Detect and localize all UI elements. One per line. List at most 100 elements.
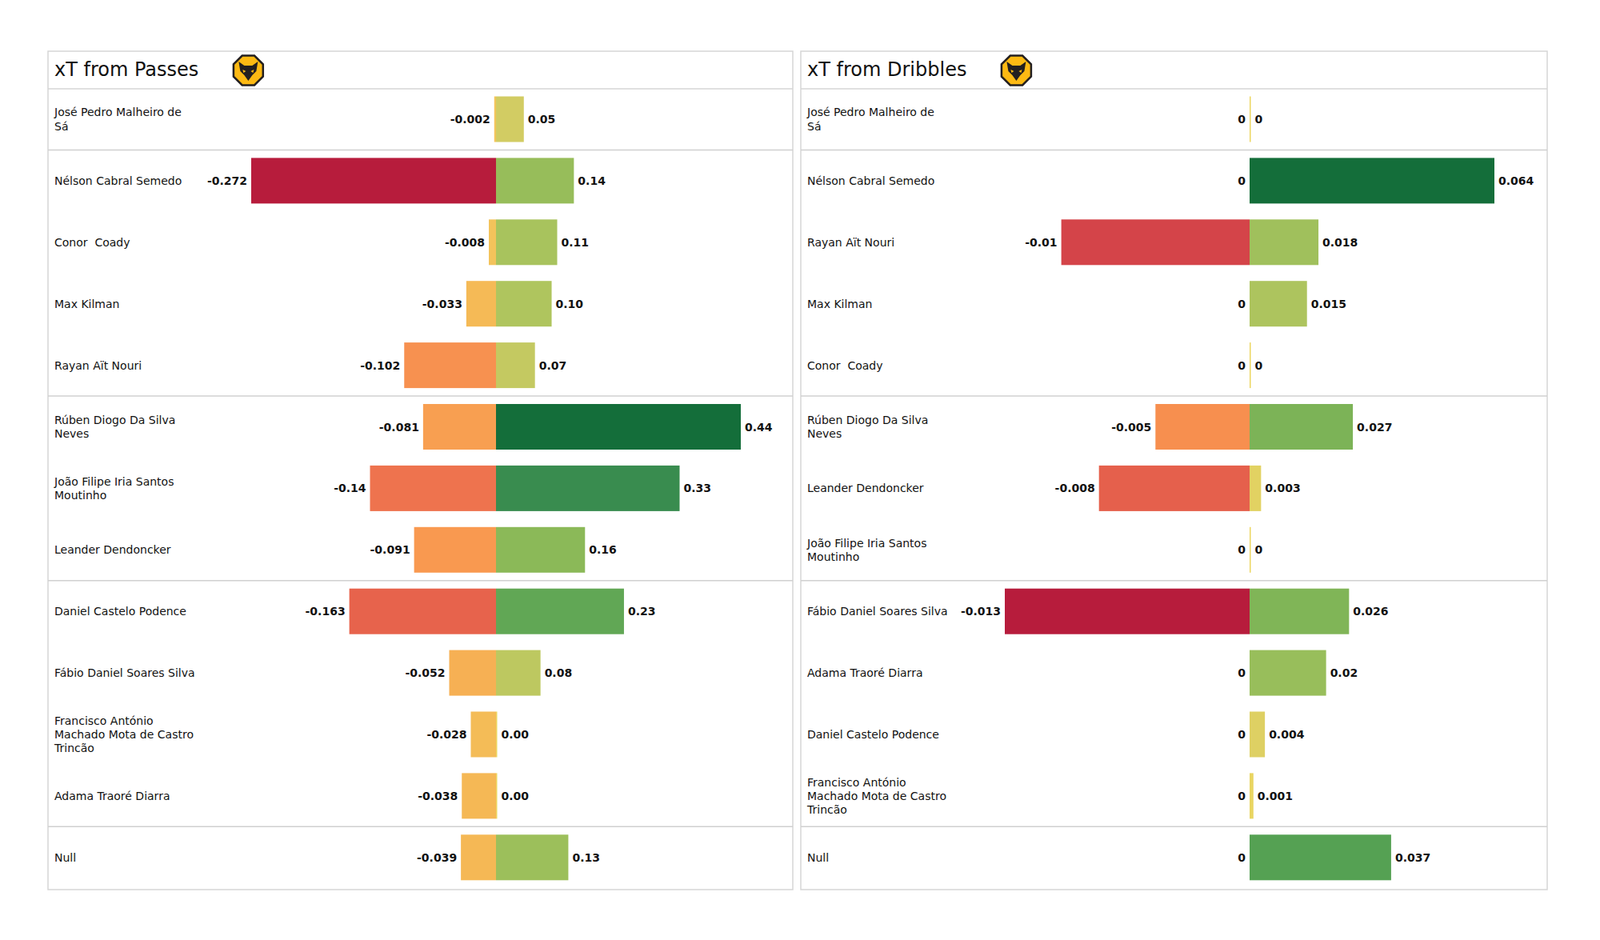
panel: xT from PassesJosé Pedro Malheiro deSáNé…: [48, 51, 793, 890]
bar: [251, 157, 496, 204]
data-label: 0.05: [528, 112, 556, 126]
bar: [1099, 465, 1250, 512]
bar: [496, 465, 680, 512]
data-label: -0.008: [444, 236, 485, 249]
chart-canvas: xT from PassesJosé Pedro Malheiro deSáNé…: [0, 0, 1600, 940]
club-logo: [233, 56, 264, 86]
category-label: Nélson Cabral Semedo: [807, 174, 935, 188]
bar: [496, 404, 741, 450]
data-label: 0.33: [684, 481, 712, 495]
data-label: 0.44: [744, 420, 773, 434]
category-label: Daniel Castelo Podence: [807, 728, 940, 741]
data-label: 0: [1255, 112, 1264, 126]
data-label: 0.07: [539, 359, 568, 372]
category-label: Rúben Diogo Da SilvaNeves: [54, 413, 176, 440]
data-label: 0: [1237, 543, 1246, 556]
panel-title: xT from Dribbles: [807, 58, 967, 81]
bar: [414, 527, 496, 573]
group-separator: [800, 826, 1548, 828]
data-label: 0.004: [1268, 728, 1305, 741]
bar: [494, 96, 496, 143]
group-separator: [800, 395, 1548, 397]
bar: [496, 712, 498, 758]
data-label: 0.23: [628, 604, 656, 618]
data-label: 0.027: [1356, 420, 1392, 434]
bar: [1249, 157, 1495, 204]
category-label: Rayan Aït Nouri: [807, 236, 895, 249]
category-label: Adama Traoré Diarra: [54, 789, 170, 803]
bar: [449, 650, 497, 696]
data-label: 0: [1237, 851, 1246, 864]
bar: [1249, 219, 1319, 265]
category-label: João Filipe Iria SantosMoutinho: [53, 475, 174, 502]
category-label: Rayan Aït Nouri: [54, 359, 142, 372]
category-label: Conor Coady: [54, 236, 131, 249]
data-label: 0: [1237, 112, 1246, 126]
category-label: Rúben Diogo Da SilvaNeves: [807, 413, 928, 440]
panel-frame: [48, 51, 793, 890]
category-label: Francisco AntónioMachado Mota de CastroT…: [53, 714, 194, 756]
data-label: 0.003: [1264, 481, 1300, 495]
bar: [1249, 404, 1353, 450]
bar: [1249, 96, 1252, 143]
data-label: -0.081: [379, 420, 420, 434]
bar: [496, 834, 568, 880]
bar: [370, 465, 497, 512]
data-label: -0.14: [333, 481, 367, 495]
data-label: 0.037: [1395, 851, 1431, 864]
data-label: 0: [1237, 174, 1246, 188]
bar: [466, 280, 496, 327]
bar: [423, 404, 496, 450]
panel: xT from DribblesJosé Pedro Malheiro deSá…: [800, 51, 1548, 890]
panel-frame: [800, 51, 1548, 890]
group-separator: [48, 826, 793, 828]
data-label: 0.02: [1330, 666, 1359, 680]
bars: [251, 96, 741, 881]
bar: [1249, 96, 1251, 143]
category-label: Null: [54, 851, 76, 864]
data-label: -0.002: [450, 112, 491, 126]
bar: [496, 96, 524, 143]
data-label: 0.13: [572, 851, 600, 864]
data-label: -0.005: [1111, 420, 1152, 434]
bar: [1249, 650, 1327, 696]
bar: [496, 219, 558, 265]
data-label: 0.16: [588, 543, 617, 556]
data-label: 0.015: [1311, 297, 1347, 311]
category-label: Leander Dendoncker: [54, 543, 172, 556]
category-label: Max Kilman: [54, 297, 120, 311]
bar: [1155, 404, 1250, 450]
data-label: 0.08: [544, 666, 573, 680]
category-label: Leander Dendoncker: [807, 481, 924, 495]
category-label: Null: [807, 851, 829, 864]
data-label: 0.018: [1322, 236, 1358, 249]
data-label: 0: [1237, 789, 1246, 803]
bar: [460, 834, 496, 880]
data-label: 0.11: [561, 236, 590, 249]
bar: [1249, 280, 1308, 327]
data-label: -0.102: [360, 359, 400, 372]
bar: [1249, 834, 1392, 880]
header-rule: [48, 88, 793, 90]
data-label: -0.091: [370, 543, 411, 556]
category-label: Nélson Cabral Semedo: [54, 174, 182, 188]
bar: [1249, 342, 1251, 388]
data-label: 0: [1255, 359, 1264, 372]
bar: [1249, 342, 1252, 388]
bar: [1249, 772, 1254, 819]
data-label: 0: [1237, 666, 1246, 680]
bar: [496, 280, 552, 327]
bars: [1004, 96, 1495, 881]
category-label: Adama Traoré Diarra: [807, 666, 923, 680]
data-label: -0.033: [422, 297, 463, 311]
bar: [496, 772, 498, 819]
data-label: 0: [1237, 297, 1246, 311]
bar: [471, 712, 497, 758]
bar: [1249, 527, 1252, 573]
bar: [461, 772, 496, 819]
bar: [496, 588, 624, 635]
category-label: Daniel Castelo Podence: [54, 604, 187, 618]
group-separator: [800, 149, 1548, 152]
data-label: 0.00: [501, 728, 530, 741]
group-separator: [800, 580, 1548, 582]
